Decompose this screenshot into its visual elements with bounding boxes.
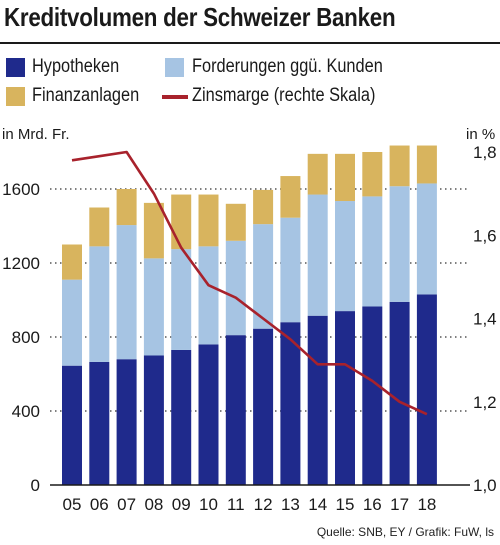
bar-finanzanlagen bbox=[389, 145, 410, 187]
legend-swatch-zinsmarge bbox=[162, 95, 188, 99]
bar-hypotheken bbox=[171, 349, 192, 485]
bar-forderungen bbox=[89, 246, 110, 362]
x-tick-label: 13 bbox=[281, 495, 300, 514]
bar-hypotheken bbox=[280, 322, 301, 485]
x-tick-label: 11 bbox=[227, 495, 245, 514]
x-tick-label: 18 bbox=[417, 495, 436, 514]
bar-forderungen bbox=[198, 246, 219, 345]
y-tick-left: 0 bbox=[31, 476, 40, 495]
bar-forderungen bbox=[62, 279, 82, 366]
bar-finanzanlagen bbox=[335, 153, 355, 202]
bar-hypotheken bbox=[225, 335, 246, 485]
y-tick-right: 1,8 bbox=[473, 143, 497, 162]
bar-finanzanlagen bbox=[143, 202, 164, 259]
x-tick-label: 08 bbox=[144, 495, 163, 514]
bar-forderungen bbox=[335, 201, 355, 312]
bar-hypotheken bbox=[335, 311, 355, 485]
bar-hypotheken bbox=[198, 344, 219, 485]
bar-forderungen bbox=[416, 183, 437, 295]
x-tick-label: 14 bbox=[308, 495, 327, 514]
right-axis-unit: in % bbox=[466, 126, 496, 143]
x-tick-label: 07 bbox=[117, 495, 136, 514]
legend-swatch-finanzanlagen bbox=[6, 87, 25, 106]
legend-label-finanzanlagen: Finanzanlagen bbox=[32, 85, 140, 106]
x-tick-label: 17 bbox=[390, 495, 409, 514]
left-axis-unit: in Mrd. Fr. bbox=[2, 126, 70, 143]
bar-finanzanlagen bbox=[307, 153, 328, 195]
bar-hypotheken bbox=[143, 355, 164, 485]
bar-finanzanlagen bbox=[171, 194, 192, 250]
bar-hypotheken bbox=[116, 359, 137, 485]
bar-finanzanlagen bbox=[225, 203, 246, 241]
x-tick-label: 09 bbox=[172, 495, 191, 514]
bar-hypotheken bbox=[416, 294, 437, 485]
bar-forderungen bbox=[171, 249, 192, 350]
y-tick-right: 1,0 bbox=[473, 476, 497, 495]
zinsmarge-line bbox=[71, 150, 428, 416]
bar-hypotheken bbox=[89, 361, 110, 485]
bar-finanzanlagen bbox=[362, 152, 383, 197]
bar-finanzanlagen bbox=[116, 189, 137, 226]
bar-forderungen bbox=[253, 224, 274, 329]
title-rule bbox=[0, 42, 500, 44]
y-tick-left: 1200 bbox=[2, 254, 40, 273]
legend-label-zinsmarge: Zinsmarge (rechte Skala) bbox=[192, 85, 376, 106]
source-note: Quelle: SNB, EY / Grafik: FuW, ls bbox=[316, 525, 494, 539]
y-tick-left: 400 bbox=[12, 402, 40, 421]
bar-hypotheken bbox=[362, 306, 383, 485]
bar-forderungen bbox=[143, 258, 164, 356]
legend-label-forderungen: Forderungen ggü. Kunden bbox=[192, 56, 383, 77]
x-tick-label: 12 bbox=[254, 495, 273, 514]
x-tick-label: 06 bbox=[90, 495, 109, 514]
bar-finanzanlagen bbox=[280, 176, 301, 218]
legend-swatch-hypotheken bbox=[6, 58, 25, 77]
bar-finanzanlagen bbox=[62, 244, 82, 280]
bar-hypotheken bbox=[62, 365, 82, 485]
x-tick-label: 15 bbox=[336, 495, 355, 514]
y-tick-right: 1,6 bbox=[473, 226, 497, 245]
bar-forderungen bbox=[116, 225, 137, 360]
bar-hypotheken bbox=[253, 328, 274, 485]
y-tick-left: 800 bbox=[12, 328, 40, 347]
x-tick-label: 05 bbox=[63, 495, 82, 514]
bar-finanzanlagen bbox=[89, 207, 110, 247]
legend-swatch-forderungen bbox=[165, 58, 184, 77]
bar-forderungen bbox=[362, 196, 383, 307]
chart-title: Kreditvolumen der Schweizer Banken bbox=[4, 2, 396, 32]
y-tick-left: 1600 bbox=[2, 180, 40, 199]
x-tick-label: 10 bbox=[199, 495, 218, 514]
bar-finanzanlagen bbox=[253, 189, 274, 225]
x-tick-label: 16 bbox=[363, 495, 382, 514]
y-tick-right: 1,4 bbox=[473, 310, 497, 329]
bar-forderungen bbox=[389, 186, 410, 302]
bar-finanzanlagen bbox=[198, 194, 219, 247]
bar-hypotheken bbox=[307, 315, 328, 485]
bar-forderungen bbox=[225, 240, 246, 336]
bar-forderungen bbox=[280, 217, 301, 323]
bar-forderungen bbox=[307, 194, 328, 316]
bar-finanzanlagen bbox=[416, 145, 437, 184]
bar-hypotheken bbox=[389, 301, 410, 485]
legend-label-hypotheken: Hypotheken bbox=[32, 56, 120, 77]
y-tick-right: 1,2 bbox=[473, 393, 497, 412]
